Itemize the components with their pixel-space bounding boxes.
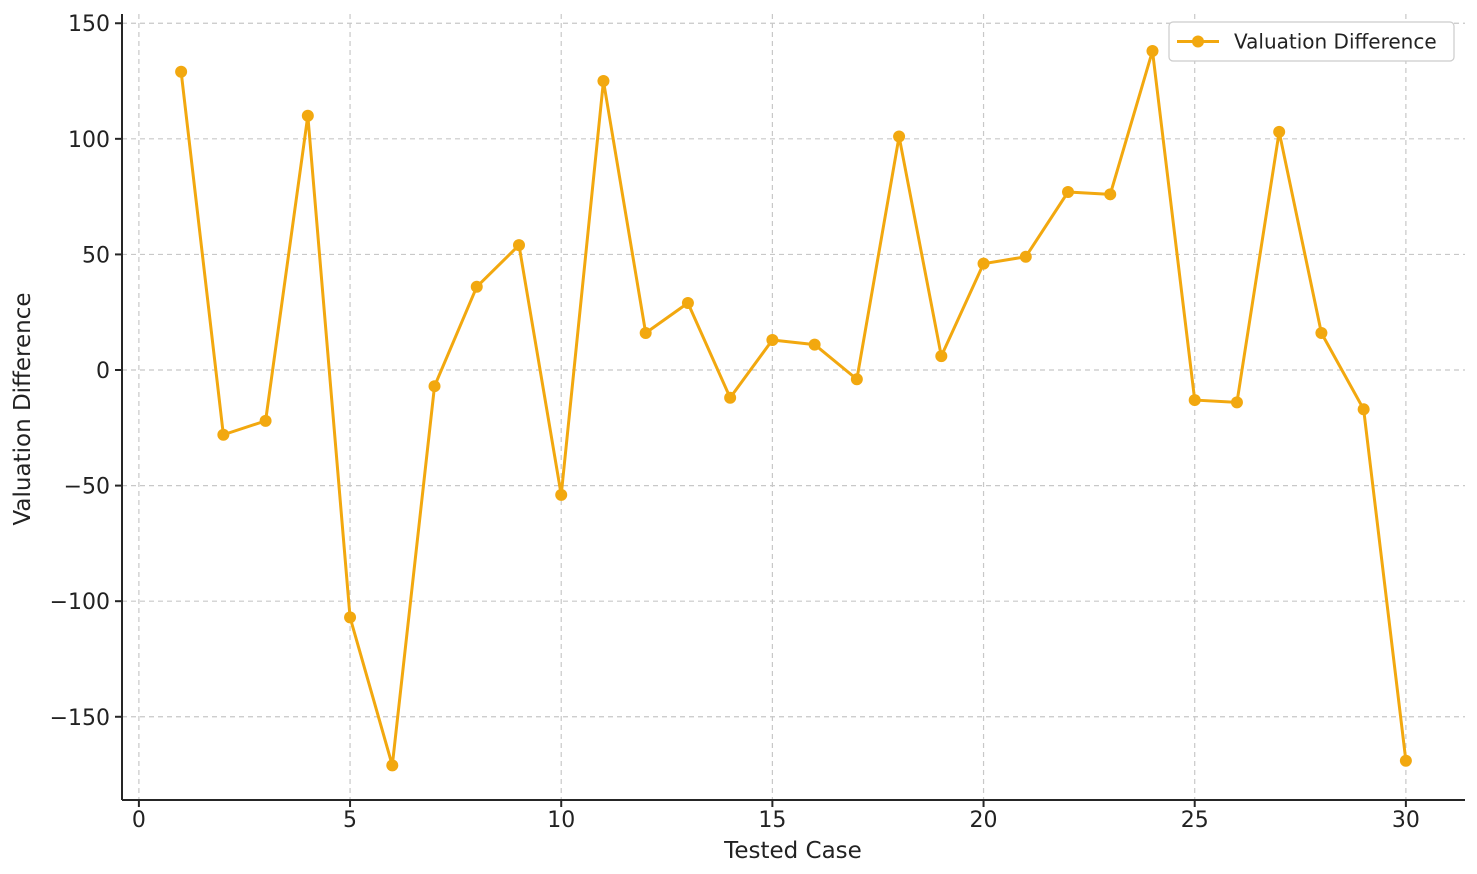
x-tick-label: 25 bbox=[1181, 808, 1209, 833]
data-point bbox=[597, 75, 610, 88]
data-point bbox=[344, 611, 357, 624]
data-point bbox=[1188, 394, 1201, 407]
data-point bbox=[175, 65, 188, 78]
data-point bbox=[1146, 44, 1159, 57]
data-point bbox=[1230, 396, 1243, 409]
data-point bbox=[977, 257, 990, 270]
data-point bbox=[681, 296, 694, 309]
y-axis-title: Valuation Difference bbox=[10, 292, 36, 525]
data-point bbox=[428, 380, 441, 393]
x-tick-label: 0 bbox=[132, 808, 146, 833]
grid bbox=[122, 14, 1465, 800]
x-tick-label: 30 bbox=[1392, 808, 1420, 833]
x-tick-label: 10 bbox=[547, 808, 575, 833]
data-point bbox=[470, 280, 483, 293]
data-point bbox=[766, 333, 779, 346]
series-layer bbox=[175, 44, 1412, 772]
data-point bbox=[301, 109, 314, 122]
data-point bbox=[724, 391, 737, 404]
data-point bbox=[639, 327, 652, 340]
y-tick-label: 50 bbox=[82, 243, 110, 268]
y-tick-label: −50 bbox=[64, 475, 110, 500]
series-line bbox=[179, 49, 1408, 767]
data-point bbox=[1019, 250, 1032, 263]
y-tick-label: 100 bbox=[68, 128, 110, 153]
data-point bbox=[512, 239, 525, 252]
tick-labels: 0 5 10 15 20 25 30 −150 −100 −50 0 50 100 150 bbox=[50, 12, 1420, 833]
y-tick-label: −150 bbox=[50, 706, 110, 731]
data-point bbox=[217, 428, 230, 441]
data-point bbox=[1357, 403, 1370, 416]
data-point bbox=[555, 488, 568, 501]
axes bbox=[115, 14, 1465, 807]
data-point bbox=[893, 130, 906, 143]
data-point bbox=[386, 759, 399, 772]
data-point bbox=[1273, 125, 1286, 138]
y-tick-label: 150 bbox=[68, 12, 110, 37]
data-point bbox=[1062, 186, 1075, 199]
data-point bbox=[1315, 327, 1328, 340]
y-tick-label: 0 bbox=[96, 359, 110, 384]
data-point bbox=[259, 414, 272, 427]
x-tick-label: 5 bbox=[343, 808, 357, 833]
legend: Valuation Difference bbox=[1168, 21, 1455, 62]
legend-frame bbox=[1168, 21, 1455, 62]
data-point bbox=[850, 373, 863, 386]
x-tick-label: 20 bbox=[970, 808, 998, 833]
legend-label: Valuation Difference bbox=[1234, 30, 1437, 54]
data-point bbox=[1399, 754, 1412, 767]
legend-swatch-marker bbox=[1192, 35, 1204, 48]
data-point bbox=[935, 350, 948, 363]
y-tick-label: −100 bbox=[50, 590, 110, 615]
x-axis-title: Tested Case bbox=[723, 838, 862, 864]
x-tick-label: 15 bbox=[758, 808, 786, 833]
data-point bbox=[1104, 188, 1117, 201]
data-point bbox=[808, 338, 821, 351]
